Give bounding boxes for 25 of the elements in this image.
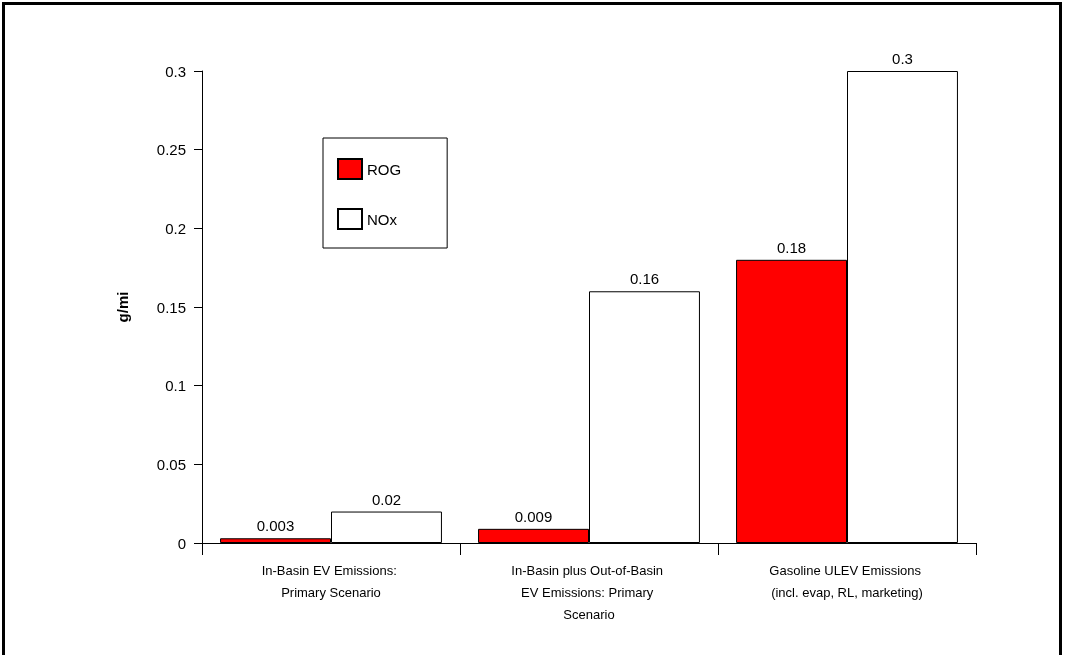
data-label: 0.009 [514,507,553,525]
data-label: 0.18 [776,238,807,256]
bar [478,528,589,543]
y-tick-label: 0.3 [165,62,186,80]
y-tick-label: 0.05 [156,455,186,473]
bar [220,538,331,543]
legend-label: ROG [367,160,402,178]
data-label: 0.003 [256,517,295,535]
bar [847,71,958,543]
y-tick-label: 0 [177,534,186,552]
y-tick-label: 0.1 [165,377,186,395]
data-label: 0.02 [371,490,402,508]
data-label: 0.16 [629,270,660,288]
y-tick-label: 0.15 [156,298,186,316]
y-tick-label: 0.25 [156,141,186,159]
bar [736,259,847,543]
data-label: 0.3 [892,50,913,67]
x-tick-label: Gasoline ULEV Emissions (incl. evap, RL, marketing) [769,562,925,600]
y-axis-title: g/mi [114,291,131,323]
legend-label: NOx [367,210,398,228]
bar [331,511,442,543]
bar [589,291,700,543]
x-tick-label: In-Basin EV Emissions: Primary Scenario [261,562,401,600]
x-tick-label: In-Basin plus Out-of-Basin EV Emissions: Primary Scenario [511,562,667,622]
y-tick-label: 0.2 [165,219,186,237]
